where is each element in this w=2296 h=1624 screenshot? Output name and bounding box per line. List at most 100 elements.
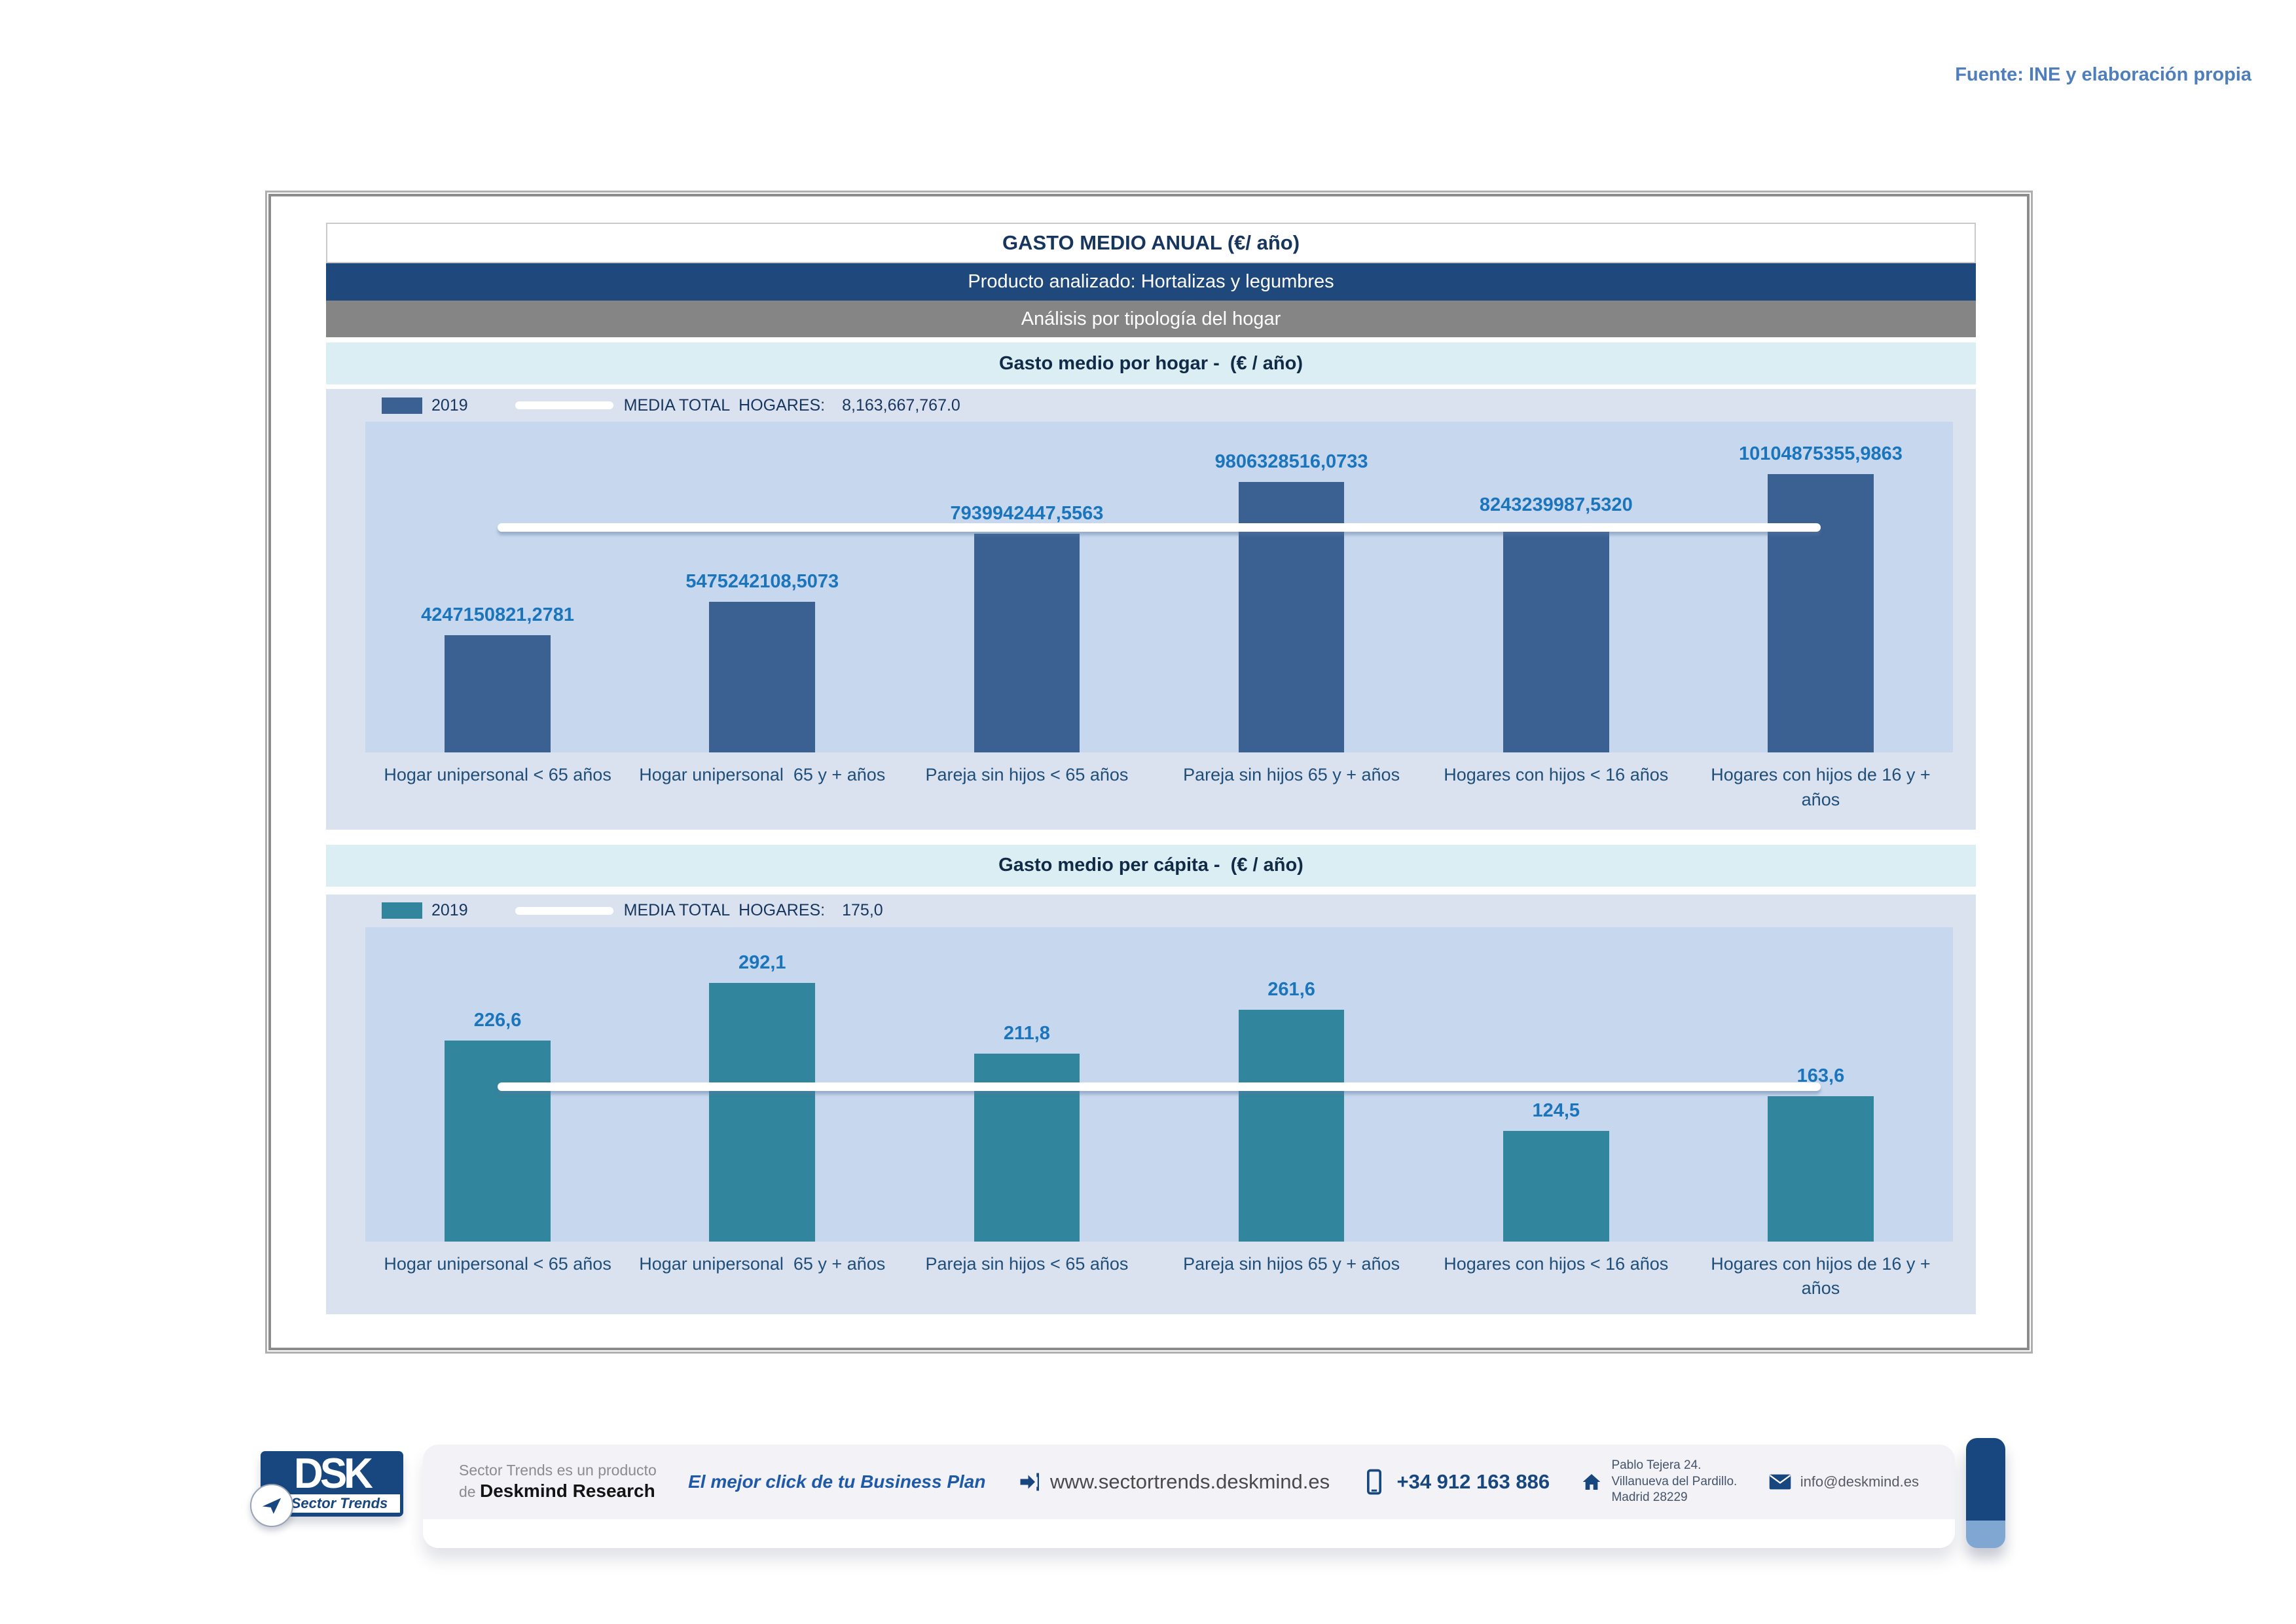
bar-value-label: 226,6 [473,1010,522,1031]
bar-slot: 5475242108,5073 [630,422,894,752]
media-line-swatch [515,401,613,409]
media-label: MEDIA TOTAL HOGARES: [623,901,826,920]
footer-slogan: El mejor click de tu Business Plan [688,1471,986,1492]
bar [445,1041,551,1242]
bar-slot: 261,6 [1159,927,1424,1242]
arrow-link-icon [1020,1473,1039,1491]
media-value: 8,163,667,767.0 [842,396,960,415]
bar [709,982,816,1242]
category-label: Hogares con hijos de 16 y + años [1711,765,1936,809]
bar-slot: 8243239987,5320 [1424,422,1688,752]
report-frame-inner: GASTO MEDIO ANUAL (€/ año) Producto anal… [268,194,2030,1350]
bar-value-label: 8243239987,5320 [1479,494,1633,516]
footer-address: Pablo Tejera 24. Villanueva del Pardillo… [1581,1458,1737,1506]
category-label: Pareja sin hijos 65 y + años [1183,1253,1400,1274]
category-label: Hogar unipersonal < 65 años [384,1253,611,1274]
footer-email-text: info@deskmind.es [1800,1473,1919,1490]
product-band: Producto analizado: Hortalizas y legumbr… [326,263,1976,301]
bar-value-label: 292,1 [738,951,786,973]
address-line-3: Madrid 28229 [1611,1490,1688,1505]
category-axis: Hogar unipersonal < 65 años Hogar unipers… [365,752,1953,830]
footer-website-text: www.sectortrends.deskmind.es [1049,1469,1330,1493]
bar-slot: 124,5 [1424,927,1688,1242]
footer-phone-text: +34 912 163 886 [1396,1469,1550,1493]
series-swatch [382,902,422,919]
bar-value-label: 9806328516,0733 [1214,451,1368,473]
bar [974,533,1080,752]
dsk-logo: DSK Sector Trends [250,1450,403,1527]
bar-slot: 9806328516,0733 [1159,422,1424,752]
paper-plane-icon [250,1484,293,1527]
series-label: 2019 [431,396,468,415]
category-label: Hogar unipersonal 65 y + años [639,1253,886,1274]
category-axis: Hogar unipersonal < 65 años Hogar unipers… [365,1242,1953,1315]
chart-legend: 2019 MEDIA TOTAL HOGARES: 8,163,667,767.… [326,389,1976,422]
home-icon [1583,1473,1601,1490]
address-line-1: Pablo Tejera 24. [1611,1458,1702,1472]
dsk-logo-brand: Sector Trends [291,1495,388,1511]
bar-chart-gasto-per-capita: 2019 MEDIA TOTAL HOGARES: 175,0 226,6 292… [326,894,1976,1315]
footer-card: Sector Trends es un producto de Deskmind… [423,1445,1955,1548]
category-label: Hogar unipersonal 65 y + años [639,765,886,784]
chart-capita-title: Gasto medio per cápita - (€ / año) [326,844,1976,887]
media-total-line [498,523,1821,532]
footer-product-block: Sector Trends es un producto de Deskmind… [459,1462,657,1502]
bar-value-label: 124,5 [1532,1100,1580,1122]
footer-website-link[interactable]: www.sectortrends.deskmind.es [1017,1470,1330,1494]
bar-slot: 163,6 [1688,927,1953,1242]
bar-chart-gasto-por-hogar: 2019 MEDIA TOTAL HOGARES: 8,163,667,767.… [326,389,1976,830]
bar-value-label: 211,8 [1003,1023,1050,1044]
footer: DSK Sector Trends Sector Trends es un pr… [250,1434,2005,1568]
bar [1768,1096,1874,1242]
bar-slot: 4247150821,2781 [365,422,630,752]
envelope-icon [1769,1474,1791,1490]
footer-product-brand: Deskmind Research [479,1481,655,1502]
media-total-line [498,1082,1821,1091]
analysis-band: Análisis por tipología del hogar [326,301,1976,337]
bar [1503,1131,1609,1242]
media-label: MEDIA TOTAL HOGARES: [623,396,826,415]
bar [445,635,551,752]
dsk-logo-brand-strip: Sector Trends [279,1494,400,1513]
footer-email[interactable]: info@deskmind.es [1769,1473,1919,1490]
category-label: Hogares con hijos < 16 años [1444,1253,1669,1274]
category-label: Hogar unipersonal < 65 años [384,765,611,784]
bar-slot: 10104875355,9863 [1688,422,1953,752]
category-label: Hogares con hijos de 16 y + años [1711,1253,1936,1299]
series-label: 2019 [431,901,468,920]
series-swatch [382,397,422,414]
bar [1238,1009,1345,1242]
bar [1503,525,1609,752]
dsk-logo-acronym: DSK [294,1450,373,1498]
chart-hogar-title: Gasto medio por hogar - (€ / año) [326,342,1976,384]
address-line-2: Villanueva del Pardillo. [1611,1474,1738,1488]
bar [709,601,816,752]
category-label: Pareja sin hijos < 65 años [925,765,1129,784]
bar-value-label: 4247150821,2781 [421,604,575,626]
footer-product-line1: Sector Trends es un producto [459,1462,657,1479]
smartphone-icon [1367,1469,1382,1495]
bar-slot: 226,6 [365,927,630,1242]
footer-phone: +34 912 163 886 [1361,1469,1550,1495]
category-label: Pareja sin hijos < 65 años [925,1253,1129,1274]
bar-value-label: 5475242108,5073 [685,570,839,592]
footer-product-line2: de Deskmind Research [459,1481,657,1502]
plot-area: 226,6 292,1 211,8 261,6 124,5 163,6 [365,927,1953,1242]
bar-slot: 292,1 [630,927,894,1242]
footer-content-row: Sector Trends es un producto de Deskmind… [423,1445,1955,1519]
report-frame: GASTO MEDIO ANUAL (€/ año) Producto anal… [265,191,2033,1354]
bar-value-label: 7939942447,5563 [950,502,1104,524]
report-title: GASTO MEDIO ANUAL (€/ año) [326,223,1976,263]
source-note: Fuente: INE y elaboración propia [1955,64,2251,85]
bar-slot: 7939942447,5563 [894,422,1159,752]
footer-product-prefix: de [459,1483,476,1501]
category-label: Pareja sin hijos 65 y + años [1183,765,1400,784]
bar [1768,473,1874,752]
footer-address-lines: Pablo Tejera 24. Villanueva del Pardillo… [1611,1458,1737,1506]
bar [1238,482,1345,752]
bar-value-label: 10104875355,9863 [1738,443,1903,464]
media-value: 175,0 [842,901,883,920]
bookmark-tab [1966,1438,2005,1548]
category-label: Hogares con hijos < 16 años [1444,765,1669,784]
chart-legend: 2019 MEDIA TOTAL HOGARES: 175,0 [326,895,1976,927]
